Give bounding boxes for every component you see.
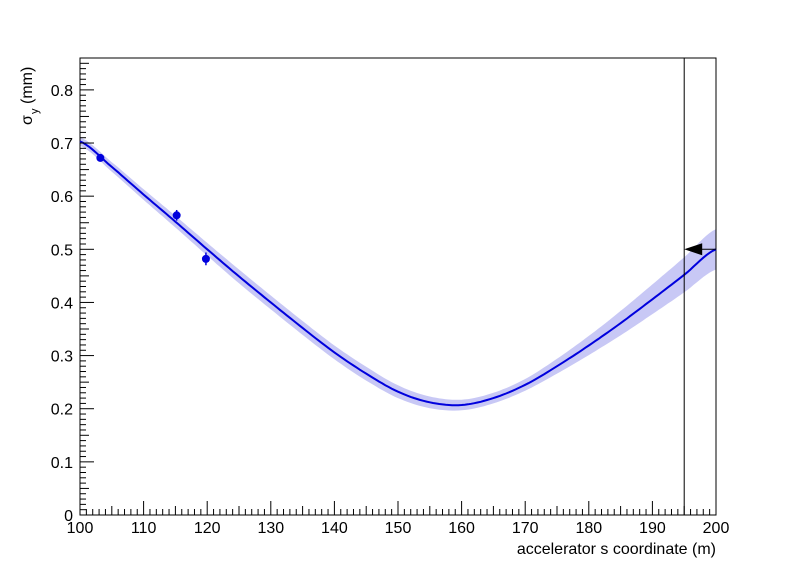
plot-frame-rect: [79, 57, 717, 516]
x-tick-label: 140: [321, 520, 348, 537]
x-tick-label: 200: [703, 520, 730, 537]
x-tick-label: 100: [67, 520, 94, 537]
y-tick-label: 0.5: [51, 242, 73, 259]
y-tick-label: 0.7: [51, 136, 73, 153]
y-axis-title-unit: (mm): [19, 67, 36, 104]
y-axis-title-symbol: σ: [19, 115, 36, 125]
x-tick-label: 150: [385, 520, 412, 537]
y-tick-label: 0.1: [51, 455, 73, 472]
data-point-3: [201, 252, 210, 266]
confidence-band-layer: [80, 137, 716, 411]
x-tick-label: 190: [639, 520, 666, 537]
x-tick-label: 160: [448, 520, 475, 537]
y-tick-label: 0.4: [51, 295, 73, 312]
data-point-marker: [172, 211, 181, 220]
x-tick-label: 110: [131, 520, 157, 537]
y-tick-label: 0.8: [51, 83, 73, 100]
fit-curve: [79, 140, 717, 407]
position-marker-layer: [683, 58, 716, 515]
data-point-1: [96, 153, 105, 162]
y-axis-title: σ y (mm): [19, 67, 41, 125]
y-tick-label: 0.3: [51, 349, 73, 366]
y-tick-label: 0: [64, 508, 73, 525]
y-axis: 0 0.1 0.2 0.3 0.4 0.5 0.6 0.7 0.8: [51, 57, 94, 525]
position-marker-arrow-head: [684, 243, 703, 256]
y-axis-title-subscript: y: [29, 108, 41, 114]
fit-curve-layer: [79, 140, 717, 407]
data-point-2: [172, 209, 181, 221]
plot-frame: [79, 57, 717, 516]
data-point-marker: [201, 254, 210, 263]
data-points-layer: [96, 153, 210, 266]
y-tick-label: 0.6: [51, 189, 73, 206]
confidence-band: [80, 137, 716, 411]
x-axis: 100 110 120 130 140 150 160 170 180 190 200: [67, 501, 730, 537]
x-axis-title: accelerator s coordinate (m): [517, 541, 716, 558]
x-tick-label: 130: [257, 520, 284, 537]
x-tick-label: 180: [575, 520, 602, 537]
x-tick-label: 170: [512, 520, 539, 537]
data-point-marker: [96, 153, 105, 162]
y-tick-label: 0.2: [51, 402, 73, 419]
x-tick-label: 120: [194, 520, 221, 537]
